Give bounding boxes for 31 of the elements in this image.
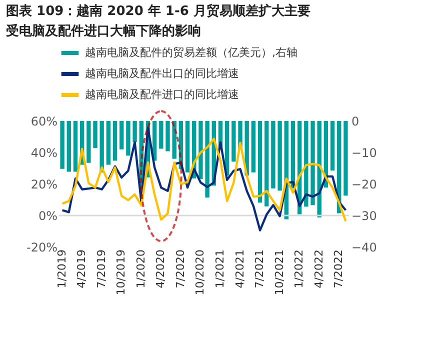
chart-title: 图表 109：越南 2020 年 1-6 月贸易顺差扩大主要受电脑及配件进口大幅下降的影响 — [5, 3, 310, 39]
x-tick-label: 4/2022 — [312, 250, 326, 288]
x-tick-label: 10/2021 — [272, 250, 286, 296]
y-tick-label: -20% — [26, 240, 58, 254]
x-tick-label: 10/2020 — [194, 250, 207, 296]
line-series — [61, 138, 347, 222]
y2-tick-label: −40 — [352, 240, 377, 254]
y-tick-label: 20% — [30, 178, 58, 192]
legend-label: 越南电脑及配件进口的同比增速 — [85, 88, 239, 101]
x-tick-label: 1/2021 — [213, 250, 226, 288]
x-tick-label: 7/2022 — [332, 250, 346, 288]
y-tick-label: 60% — [30, 114, 58, 128]
y2-tick-label: −10 — [352, 146, 377, 160]
x-tick-label: 1/2022 — [292, 250, 306, 288]
x-tick-label: 4/2021 — [233, 250, 246, 288]
y2-tick-label: 0 — [352, 114, 360, 128]
line-series — [61, 126, 347, 232]
x-tick-label: 7/2020 — [174, 250, 187, 288]
y2-tick-label: −30 — [352, 209, 377, 223]
y-tick-label: 40% — [30, 146, 58, 160]
x-tick-label: 7/2021 — [253, 250, 266, 288]
legend-label: 越南电脑及配件出口的同比增速 — [85, 67, 239, 80]
x-tick-label: 4/2020 — [154, 250, 168, 288]
x-tick-label: 7/2019 — [94, 250, 108, 288]
y2-tick-label: −20 — [352, 178, 377, 192]
y-tick-label: 0% — [38, 209, 58, 223]
x-tick-label: 1/2019 — [55, 250, 68, 288]
x-tick-label: 10/2019 — [114, 250, 128, 296]
legend-label: 越南电脑及配件的贸易差额（亿美元）,右轴 — [85, 46, 298, 59]
x-tick-label: 1/2020 — [134, 250, 148, 288]
x-tick-label: 4/2019 — [75, 250, 88, 288]
